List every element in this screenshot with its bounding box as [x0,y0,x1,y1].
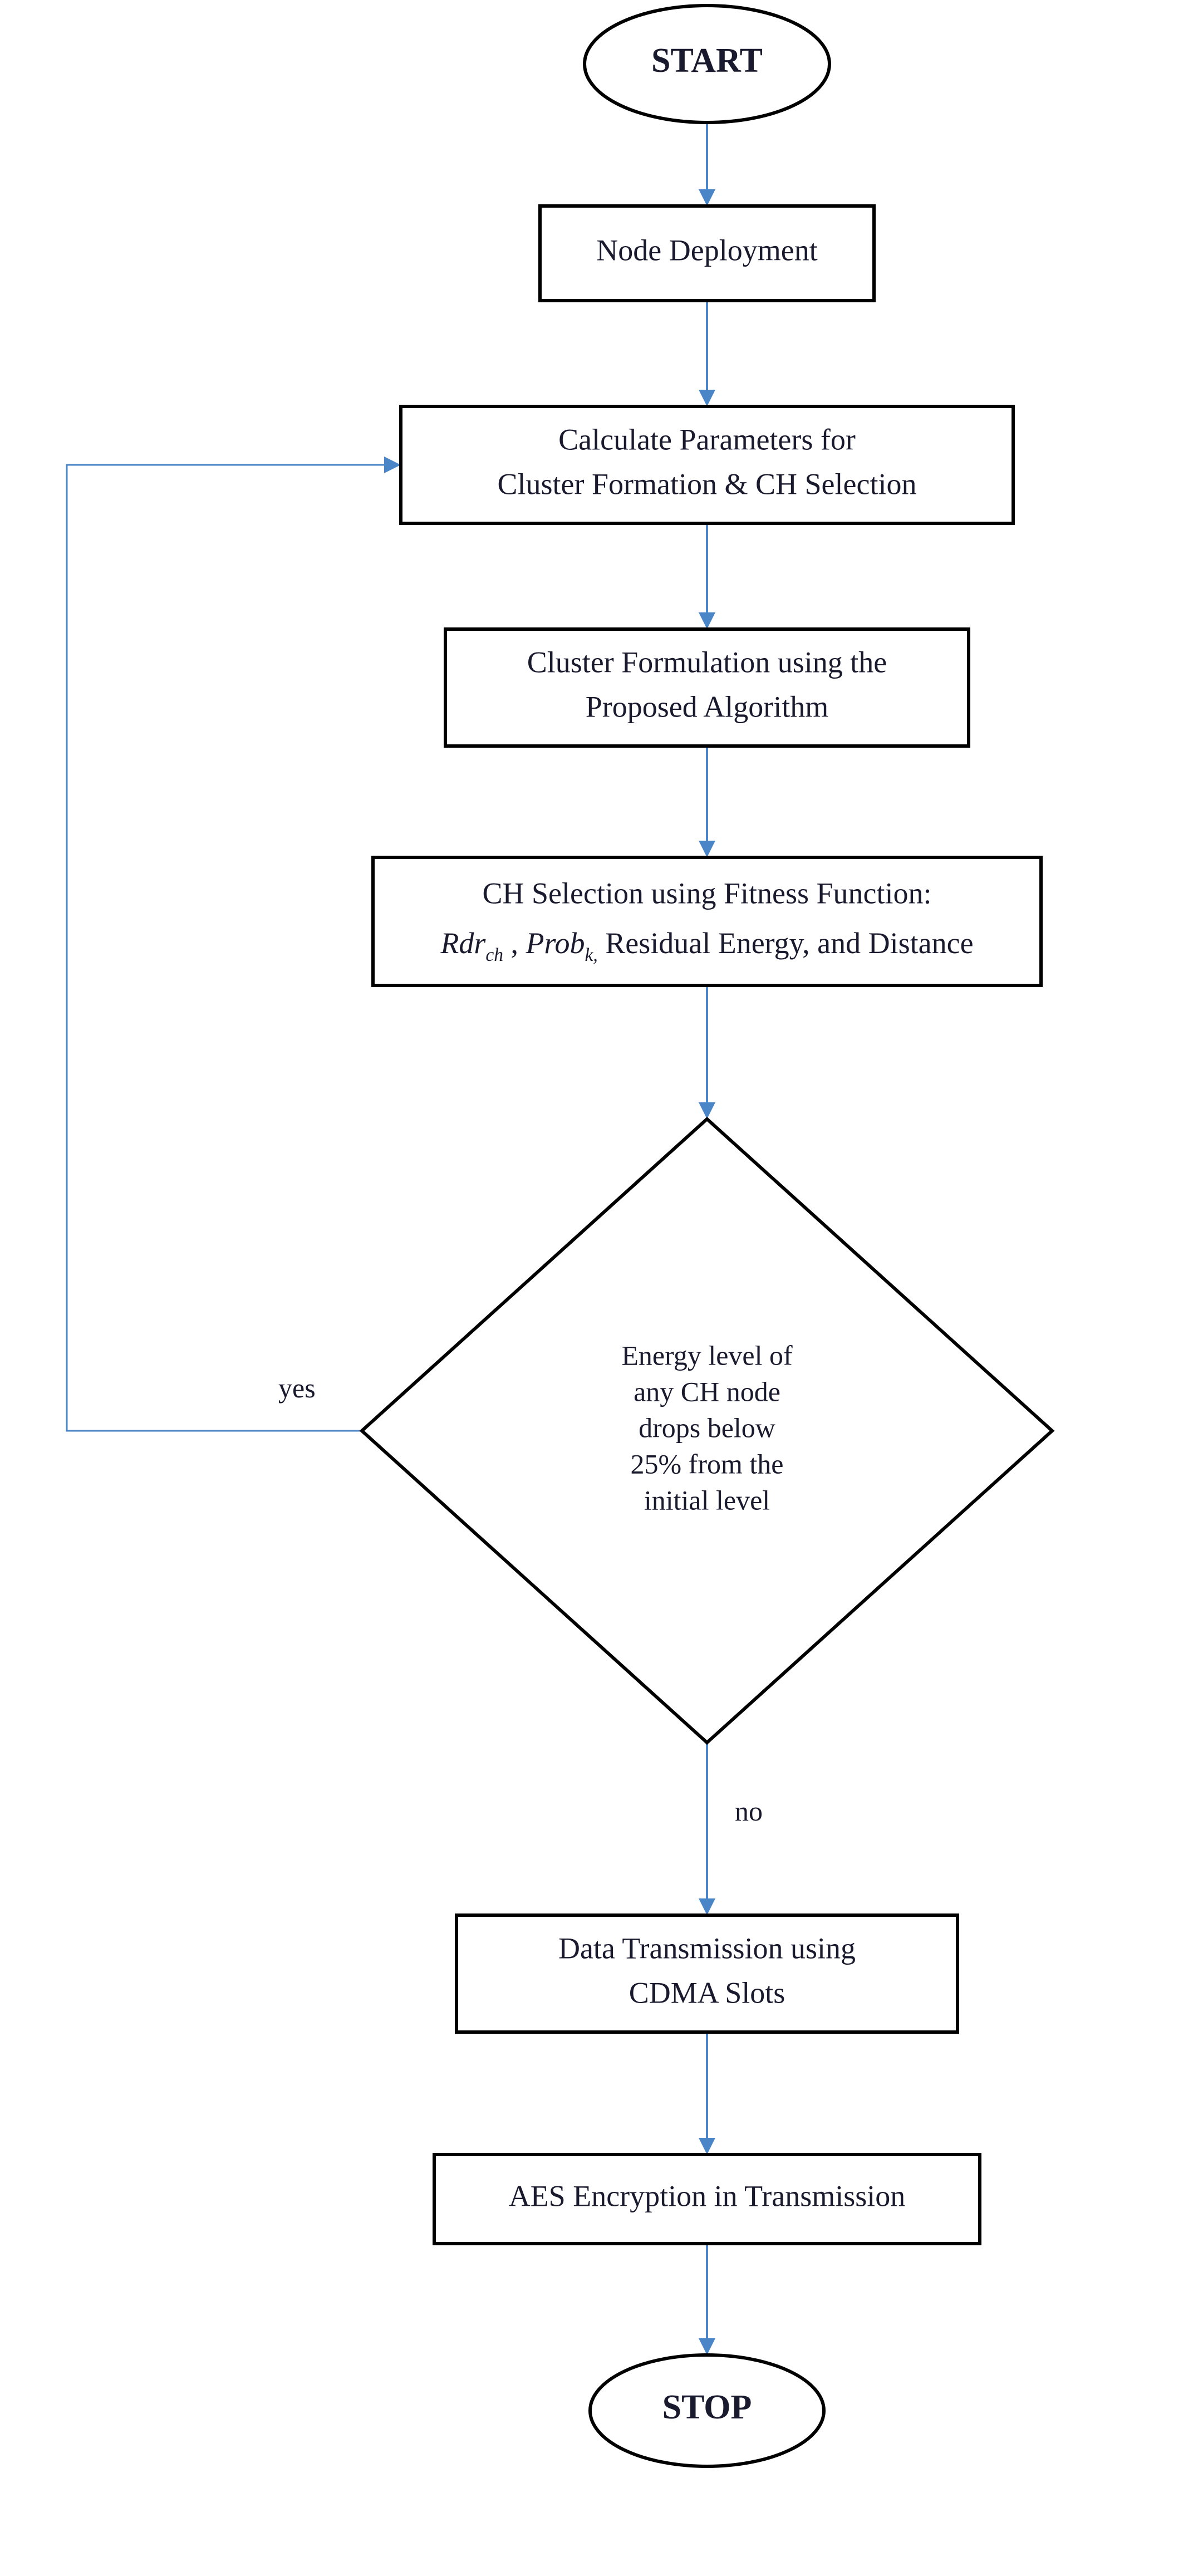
node-chsel-line-1: Rdrch , Probk, Residual Energy, and Dist… [440,926,973,965]
node-start: START [585,6,829,122]
node-stop: STOP [590,2355,824,2466]
edge-decision-to-cdma: no [699,1743,763,1915]
node-calc-line-1: Cluster Formation & CH Selection [498,467,917,501]
node-cluster-line-0: Cluster Formulation using the [527,645,887,679]
edge-aes-to-stop [699,2244,715,2355]
node-aes: AES Encryption in Transmission [434,2155,980,2244]
node-decision-line-0: Energy level of [621,1339,793,1371]
node-calc: Calculate Parameters for Cluster Formatio… [401,406,1013,523]
node-stop-line-0: STOP [662,2388,752,2426]
edge-calc-to-cluster [699,523,715,629]
node-deploy: Node Deployment [540,206,874,301]
node-cdma: Data Transmission using CDMA Slots [456,1915,958,2032]
node-decision-line-3: 25% from the [631,1448,784,1479]
edge-label-no: no [735,1795,763,1827]
node-cluster: Cluster Formulation using the Proposed Al… [445,629,969,746]
edge-decision-to-calc: yes [67,457,401,1431]
edge-cdma-to-aes [699,2032,715,2155]
flowchart-container: no yes START Node Deployment Calculate Param… [0,0,1198,2576]
node-decision-line-1: any CH node [634,1376,780,1407]
node-cdma-line-0: Data Transmission using [558,1931,856,1965]
node-chsel-line-0: CH Selection using Fitness Function: [482,876,931,910]
node-cluster-line-1: Proposed Algorithm [586,690,829,723]
node-decision-line-2: drops below [639,1412,775,1443]
node-start-line-0: START [651,42,763,80]
flowchart-svg: no yes START Node Deployment Calculate Param… [0,0,1198,2576]
node-decision-line-4: initial level [644,1484,770,1515]
node-chsel: CH Selection using Fitness Function: Rdrc… [373,857,1041,985]
node-cdma-line-1: CDMA Slots [629,1976,785,2009]
edge-deploy-to-calc [699,301,715,406]
edge-chsel-to-decision [699,985,715,1119]
edge-label-yes: yes [278,1372,316,1404]
edge-start-to-deploy [699,122,715,206]
node-aes-line-0: AES Encryption in Transmission [509,2179,906,2212]
node-calc-line-0: Calculate Parameters for [558,423,856,456]
node-deploy-line-0: Node Deployment [596,233,817,267]
edge-cluster-to-chsel [699,746,715,857]
node-decision: Energy level of any CH node drops below 25%… [362,1119,1052,1743]
